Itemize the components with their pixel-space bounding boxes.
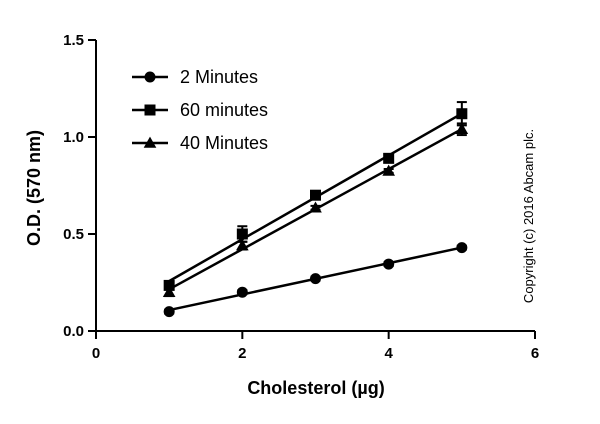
data-point xyxy=(455,122,469,134)
y-tick-label: 0.5 xyxy=(63,226,84,243)
data-point xyxy=(162,285,176,297)
y-tick-label: 1.0 xyxy=(63,129,84,146)
data-point xyxy=(383,152,395,164)
data-point xyxy=(163,279,175,291)
legend-marker xyxy=(144,104,156,116)
x-tick-label: 2 xyxy=(238,345,246,362)
data-point xyxy=(383,258,395,270)
series-circle xyxy=(163,242,468,318)
y-tick-label: 0.0 xyxy=(63,323,84,340)
legend-entry: 40 Minutes xyxy=(132,133,268,153)
legend-marker xyxy=(143,136,157,148)
series-layer xyxy=(162,101,469,318)
y-tick-label: 1.5 xyxy=(63,32,84,49)
legend-marker xyxy=(144,71,156,83)
data-point xyxy=(310,273,321,285)
legend: 2 Minutes 60 minutes 40 Minutes xyxy=(132,67,268,153)
x-tick-label: 0 xyxy=(92,345,100,362)
data-point xyxy=(163,306,175,318)
data-point xyxy=(382,164,395,176)
axes xyxy=(88,39,536,339)
y-axis-title: O.D. (570 nm) xyxy=(24,130,44,246)
x-tick-labels: 0 2 4 6 xyxy=(92,345,539,362)
data-point xyxy=(456,108,468,120)
data-point xyxy=(309,201,322,213)
x-tick-label: 4 xyxy=(384,345,393,362)
copyright-annotation: Copyright (c) 2016 Abcam plc. xyxy=(521,129,536,303)
legend-entry: 2 Minutes xyxy=(132,67,258,87)
legend-label: 40 Minutes xyxy=(180,133,268,153)
series-square xyxy=(163,101,468,291)
x-axis-title: Cholesterol (µg) xyxy=(247,378,384,398)
data-point xyxy=(236,239,249,251)
data-point xyxy=(456,242,468,254)
data-point xyxy=(236,228,248,240)
data-point xyxy=(310,189,321,201)
legend-entry: 60 minutes xyxy=(132,100,268,120)
legend-label: 2 Minutes xyxy=(180,67,258,87)
legend-label: 60 minutes xyxy=(180,100,268,120)
x-tick-label: 6 xyxy=(531,345,539,362)
series-triangle xyxy=(162,122,469,298)
data-point xyxy=(236,286,248,298)
y-tick-labels: 0.0 0.5 1.0 1.5 xyxy=(63,32,84,340)
